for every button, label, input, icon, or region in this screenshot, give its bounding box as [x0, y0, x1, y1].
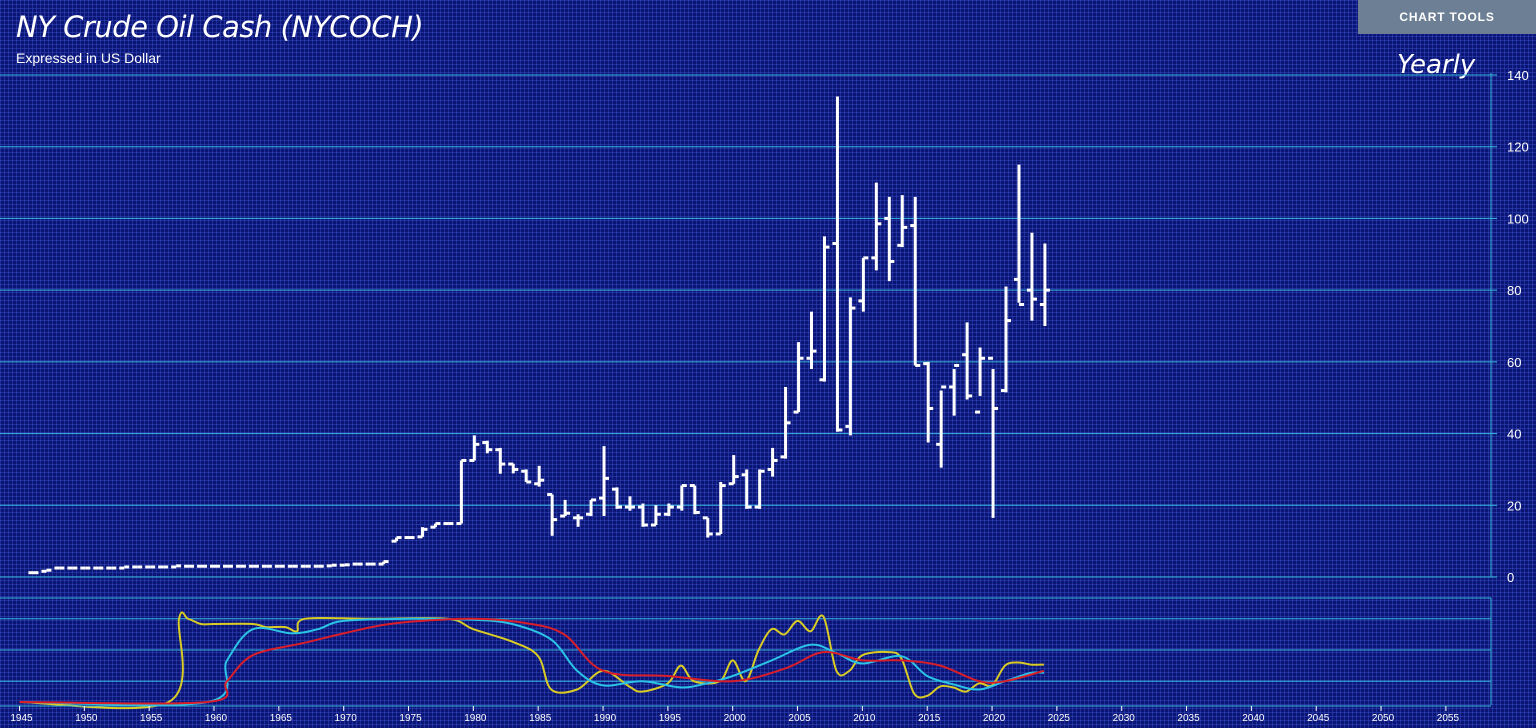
ohlc-bar-2022: [1013, 164, 1024, 306]
ohlc-bar-1995: [663, 503, 674, 517]
x-tick-label: 1945: [10, 713, 33, 724]
y-tick-label: 100: [1507, 211, 1529, 226]
ohlc-bar-1980: [469, 435, 480, 462]
ohlc-bar-1993: [637, 503, 648, 527]
ohlc-bar-2015: [923, 361, 934, 443]
ohlc-bar-1947: [41, 568, 52, 573]
x-tick-label: 2000: [724, 713, 747, 724]
x-tick-label: 2030: [1113, 713, 1136, 724]
indicator-line-3: [19, 617, 1045, 705]
indicator-lines: [19, 611, 1045, 710]
ohlc-bar-2012: [884, 196, 895, 282]
x-tick-label: 1985: [529, 713, 552, 724]
ohlc-bar-2006: [806, 311, 817, 370]
ohlc-bar-2014: [910, 196, 921, 367]
x-tick-label: 2010: [853, 713, 876, 724]
ohlc-bar-1991: [611, 487, 622, 509]
indicator-gridlines: [0, 597, 1492, 705]
ohlc-bar-2004: [780, 386, 791, 459]
ohlc-bar-1984: [521, 469, 532, 484]
ohlc-bar-2021: [1001, 286, 1012, 393]
ohlc-bar-2024: [1039, 243, 1050, 326]
ohlc-bar-1987: [560, 499, 571, 518]
ohlc-bar-1983: [508, 462, 519, 474]
chart-title: NY Crude Oil Cash (NYCOCH): [16, 10, 424, 44]
x-tick-label: 2035: [1177, 713, 1200, 724]
ohlc-bar-2005: [793, 342, 804, 414]
ohlc-bar-1994: [650, 505, 661, 527]
y-tick-label: 20: [1507, 498, 1521, 513]
ohlc-bar-1974: [391, 536, 402, 543]
x-tick-label: 2005: [788, 713, 811, 724]
ohlc-bar-1973: [378, 560, 389, 566]
ohlc-bar-2002: [754, 469, 765, 509]
indicator-line-2: [19, 617, 1044, 707]
ohlc-bar-2008: [832, 96, 843, 432]
x-tick-label: 1970: [335, 713, 358, 724]
chart-subtitle: Expressed in US Dollar: [16, 50, 161, 66]
ohlc-bar-2011: [871, 182, 882, 271]
price-bars: [28, 96, 1050, 575]
ohlc-bar-2016: [936, 385, 947, 468]
x-tick-label: 2045: [1307, 713, 1330, 724]
ohlc-bar-1989: [586, 498, 597, 517]
y-tick-label: 140: [1507, 68, 1529, 83]
ohlc-bar-1957: [171, 564, 182, 569]
ohlc-bar-1979: [456, 458, 467, 526]
x-tick-label: 1990: [594, 713, 617, 724]
ohlc-bar-1988: [573, 514, 584, 527]
x-tick-label: 1950: [75, 713, 98, 724]
x-tick-label: 1975: [399, 713, 422, 724]
x-tick-label: 1965: [270, 713, 293, 724]
ohlc-bar-1976: [417, 527, 428, 539]
y-tick-label: 0: [1507, 570, 1514, 585]
ohlc-bar-1996: [676, 484, 687, 511]
ohlc-bar-2001: [741, 469, 752, 509]
ohlc-bar-1981: [482, 440, 493, 454]
ohlc-bar-1953: [119, 565, 130, 570]
ohlc-bar-1977: [430, 522, 441, 529]
ohlc-bar-1999: [715, 481, 726, 536]
y-tick-label: 60: [1507, 355, 1521, 370]
ohlc-bar-1992: [624, 496, 635, 511]
ohlc-bar-2020: [988, 356, 999, 518]
x-tick-label: 1960: [205, 713, 228, 724]
ohlc-bar-1982: [495, 447, 506, 474]
ohlc-bar-1998: [702, 516, 713, 538]
ohlc-bar-1986: [547, 493, 558, 536]
y-tick-label: 120: [1507, 140, 1529, 155]
ohlc-bar-1985: [534, 465, 545, 487]
ohlc-bar-2003: [767, 447, 778, 477]
chart-tools-button[interactable]: CHART TOOLS: [1358, 0, 1536, 34]
x-axis: 1945 1950 1955 1960 1965 1970 1975 1980 1985 1990…: [0, 705, 1491, 724]
x-tick-label: 1955: [140, 713, 163, 724]
x-tick-label: 2040: [1242, 713, 1265, 724]
x-tick-label: 2020: [983, 713, 1006, 724]
ohlc-bar-2007: [819, 236, 830, 382]
price-y-axis: 0 20 40 60 80 100 120 140: [1490, 68, 1529, 585]
ohlc-bar-2019: [975, 347, 986, 414]
ohlc-bar-2023: [1026, 232, 1037, 321]
x-tick-label: 2015: [918, 713, 941, 724]
ohlc-bar-2010: [858, 256, 869, 312]
ohlc-bar-1969: [326, 563, 337, 568]
y-tick-label: 80: [1507, 283, 1521, 298]
y-tick-label: 40: [1507, 427, 1521, 442]
ohlc-bar-2009: [845, 297, 856, 436]
x-tick-label: 2055: [1437, 713, 1460, 724]
ohlc-bar-2018: [962, 322, 973, 400]
ohlc-bar-2017: [949, 363, 960, 416]
ohlc-bar-1990: [599, 446, 610, 517]
ohlc-bar-2000: [728, 455, 739, 486]
x-tick-label: 1980: [464, 713, 487, 724]
x-tick-label: 1995: [659, 713, 682, 724]
ohlc-bar-2013: [897, 195, 908, 248]
x-tick-label: 2050: [1372, 713, 1395, 724]
x-tick-label: 2025: [1048, 713, 1071, 724]
ohlc-bar-1997: [689, 484, 700, 515]
